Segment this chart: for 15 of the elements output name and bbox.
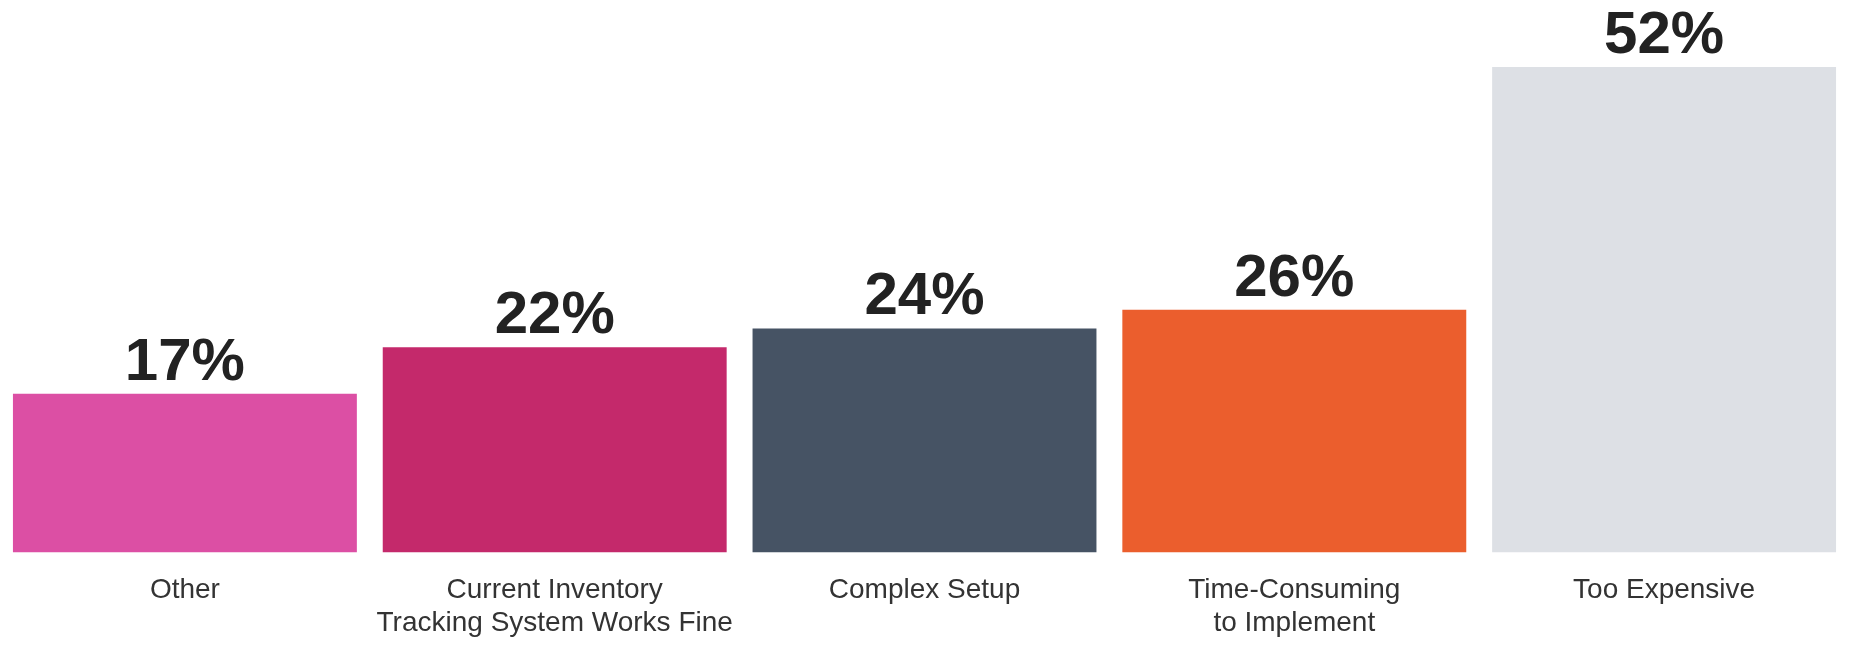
- x-tick-label: Current Inventory Tracking System Works Fine: [376, 573, 733, 637]
- bar: [382, 347, 727, 553]
- bar: [1492, 67, 1837, 553]
- data-label: 22%: [494, 279, 615, 347]
- data-label: 26%: [1234, 241, 1355, 309]
- x-tick-label: Other: [149, 573, 220, 605]
- data-label: 17%: [124, 325, 245, 393]
- bar: [12, 393, 357, 553]
- bar: [752, 328, 1097, 553]
- x-tick-label: Complex Setup: [828, 573, 1021, 605]
- bar: [1122, 309, 1467, 553]
- data-label: 52%: [1604, 0, 1725, 66]
- x-tick-label: Too Expensive: [1573, 573, 1756, 605]
- data-label: 24%: [864, 260, 985, 328]
- x-tick-label: Time-Consuming to Implement: [1188, 573, 1401, 637]
